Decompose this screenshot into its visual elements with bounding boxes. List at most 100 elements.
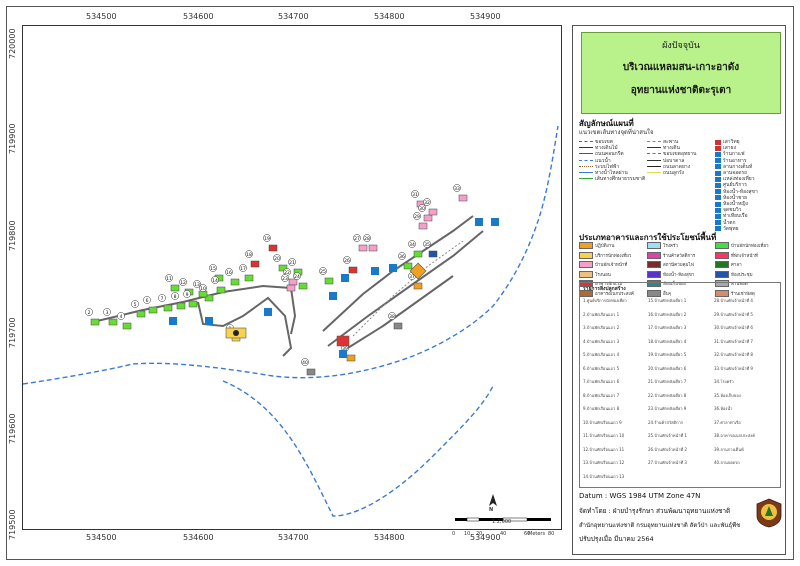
title-line-2: บริเวณแหลมสน-เกาะอาดัง	[622, 62, 740, 73]
building-marker[interactable]	[278, 264, 288, 272]
poi-icon[interactable]	[264, 308, 272, 316]
building-label: 15	[210, 266, 216, 272]
legend-title: สัญลักษณ์แผนที่	[579, 119, 634, 128]
building-marker[interactable]	[108, 318, 118, 326]
building-marker[interactable]	[393, 322, 403, 330]
building-marker[interactable]	[176, 302, 186, 310]
building-marker[interactable]	[306, 368, 316, 376]
building-label: 20	[274, 256, 280, 262]
north-arrow	[489, 494, 497, 506]
landuse-label: อาคารพักแรม	[595, 282, 623, 287]
legend-label: ถนนคอนกรีต	[595, 151, 624, 158]
legend-item: บ่อบาดาล	[647, 157, 684, 165]
building-label-circle	[245, 250, 253, 258]
building-marker[interactable]	[358, 244, 368, 252]
poi-icons	[169, 218, 499, 358]
building-marker[interactable]	[244, 274, 254, 282]
datum-text: Datum : WGS 1984 UTM Zone 47N	[579, 492, 701, 500]
building-list-item: 34.โรงครัว	[714, 379, 734, 384]
building-marker[interactable]	[198, 290, 208, 298]
legend-label: ศูนย์บริการ	[723, 182, 747, 189]
building-label-circle	[239, 264, 247, 272]
building-marker[interactable]	[288, 278, 298, 286]
poi-icon[interactable]	[475, 218, 483, 226]
building-marker[interactable]	[136, 310, 146, 318]
building-list-item: 33.บ้านพักเจ้าหน้าที่ 9	[714, 365, 753, 371]
poi-icon[interactable]	[371, 267, 379, 275]
building-label-circle	[293, 272, 301, 280]
legend-symbol	[715, 213, 721, 219]
building-marker[interactable]	[230, 278, 240, 286]
landuse-item: บ้านพักเจ้าหน้าที่	[579, 261, 627, 268]
building-marker[interactable]	[163, 304, 173, 312]
building-marker[interactable]	[346, 354, 356, 362]
building-label: 10	[200, 286, 206, 292]
poi-icon[interactable]	[389, 264, 397, 272]
landuse-swatch	[715, 251, 729, 259]
map-canvas: 1234567891011121314151617181920212223242…	[23, 125, 559, 522]
legend-item: ถนนคอนกรีต	[579, 150, 624, 158]
building-marker[interactable]	[418, 222, 428, 230]
building-label-circle	[211, 276, 219, 284]
building-marker[interactable]	[122, 322, 132, 330]
building-label: 18	[246, 252, 252, 258]
x-tick-label: 534600	[183, 12, 214, 21]
legend-symbol	[715, 139, 721, 145]
legend-symbol	[715, 220, 721, 226]
building-marker[interactable]	[403, 262, 413, 270]
building-label-circle	[131, 300, 139, 308]
building-marker[interactable]	[268, 244, 278, 252]
building-marker[interactable]	[428, 250, 438, 258]
poi-icon[interactable]	[339, 350, 347, 358]
landuse-label: บ้านพักเจ้าหน้าที่	[595, 263, 628, 268]
building-marker[interactable]	[148, 306, 158, 314]
title-line-1: ผังปัจจุบัน	[662, 41, 700, 51]
building-marker[interactable]	[368, 244, 378, 252]
building-marker[interactable]	[413, 282, 423, 290]
building-label: 8	[174, 294, 177, 300]
landuse-item: อื่นๆ	[647, 289, 671, 297]
building-label-circle	[281, 274, 289, 282]
building-label: 2	[88, 310, 91, 316]
building-marker[interactable]	[216, 286, 226, 294]
building-marker[interactable]	[428, 208, 438, 216]
legend-label: ถนนลาดยาง	[663, 163, 691, 170]
building-label-circle	[413, 212, 421, 220]
poi-icon[interactable]	[205, 317, 213, 325]
poi-icon[interactable]	[491, 218, 499, 226]
building-marker[interactable]	[348, 266, 358, 274]
building-label-circle	[273, 254, 281, 262]
building-marker[interactable]	[188, 300, 198, 308]
building-marker[interactable]	[286, 284, 296, 292]
legend-symbol	[579, 147, 593, 149]
building-labels-layer: 1234567891011121314151617181920212223242…	[85, 184, 461, 366]
scale-units: Meters	[528, 531, 546, 537]
x-tick-label: 534500	[86, 533, 117, 542]
poi-icon[interactable]	[329, 292, 337, 300]
building-marker[interactable]	[324, 277, 334, 285]
building-label-circle	[171, 292, 179, 300]
poi-icon[interactable]	[169, 317, 177, 325]
landuse-swatch	[647, 251, 661, 259]
building-list-item: 31.บ้านพักเจ้าหน้าที่ 7	[714, 338, 753, 344]
map-area[interactable]: 1234567891011121314151617181920212223242…	[22, 25, 562, 530]
building-marker[interactable]	[204, 294, 214, 302]
building-marker[interactable]	[170, 284, 180, 292]
legend-symbol	[647, 153, 661, 155]
building-marker[interactable]	[413, 250, 423, 258]
legend-item: ห้องน้ำหญิง	[715, 200, 748, 208]
building-marker[interactable]	[298, 282, 308, 290]
building-marker[interactable]	[458, 194, 468, 202]
building-list-item: 4.บ้านพักเรือนแถว 3	[583, 338, 620, 344]
building-marker[interactable]	[90, 318, 100, 326]
landuse-label: อาคารอเนกประสงค์	[595, 291, 634, 297]
building-list-item: 6.บ้านพักเรือนแถว 5	[583, 365, 620, 371]
north-label: N	[489, 507, 494, 513]
building-label-circle	[225, 268, 233, 276]
poi-icon[interactable]	[341, 274, 349, 282]
building-marker[interactable]	[250, 260, 260, 268]
building-list-item: 17.บ้านพักหลังเดี่ยว 3	[648, 325, 687, 330]
building-label: 7	[161, 296, 164, 302]
landuse-swatch	[647, 261, 661, 268]
building-marker[interactable]	[423, 214, 433, 222]
